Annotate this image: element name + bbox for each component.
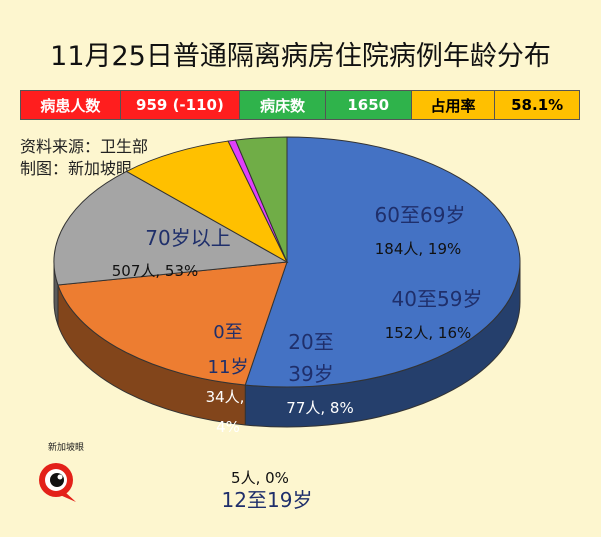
slice-value-label: 77人, 8% <box>286 399 353 417</box>
pie-slice-5 <box>234 136 288 263</box>
slice-category-label: 39岁 <box>288 362 333 386</box>
slice-category-label: 20至 <box>288 330 333 354</box>
slice-category-label: 11岁 <box>208 357 249 378</box>
slice-category-label: 70岁以上 <box>145 226 230 250</box>
beds-label: 病床数 <box>240 91 326 119</box>
pie-slice-0 <box>244 136 521 388</box>
slice-value-label: 152人, 16% <box>385 324 472 342</box>
slice-value-label: 184人, 19% <box>375 240 462 258</box>
pie-slice-2 <box>53 170 289 286</box>
logo-icon: 新加坡眼 <box>39 441 84 502</box>
slice-category-label: 0至 <box>213 322 242 343</box>
pie-labels: 70岁以上 507人, 53% 60至69岁 184人, 19% 40至59岁 152人,… <box>112 203 483 512</box>
slice-value-label: 5人, 0% <box>231 469 289 487</box>
patients-value: 959 (-110) <box>120 91 241 119</box>
occupancy-label: 占用率 <box>411 91 496 119</box>
pie-slice-3 <box>125 140 289 264</box>
page-title: 11月25日普通隔离病房住院病例年龄分布 <box>50 41 551 72</box>
patients-label: 病患人数 <box>21 91 121 119</box>
beds-value: 1650 <box>325 91 412 119</box>
stats-bar: 病患人数 959 (-110) 病床数 1650 占用率 58.1% <box>20 90 580 120</box>
slice-value-label: 507人, 53% <box>112 262 199 280</box>
pie-slice-1 <box>57 261 288 386</box>
occupancy-value: 58.1% <box>495 91 579 119</box>
slice-category-label: 40至59岁 <box>392 287 483 311</box>
slice-category-label: 60至69岁 <box>375 203 466 227</box>
slice-value-label: 34人, <box>206 388 245 406</box>
author-text: 制图：新加坡眼 <box>20 159 133 178</box>
source-text: 资料来源：卫生部 <box>20 137 149 156</box>
logo-text: 新加坡眼 <box>48 441 84 453</box>
pie-tops <box>53 136 521 388</box>
slice-category-label: 12至19岁 <box>222 488 313 512</box>
slice-value-label: 4% <box>216 418 240 436</box>
